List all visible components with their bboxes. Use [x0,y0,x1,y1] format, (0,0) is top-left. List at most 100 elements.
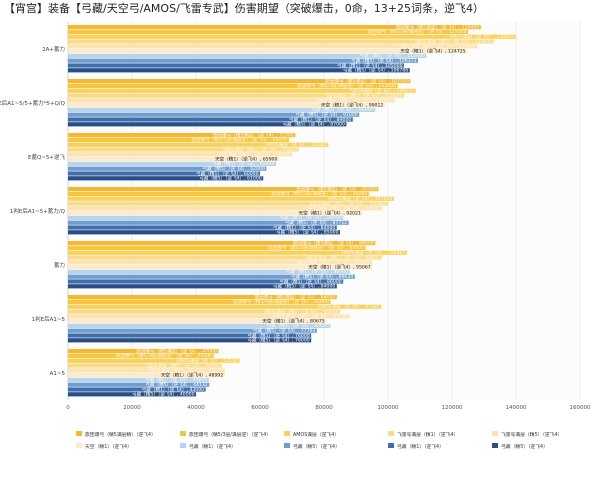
data-label: AMOS满层（逆飞4）, 108620 [349,87,414,94]
bar [68,147,299,152]
data-label: AMOS满层（逆飞4）, 97882 [318,303,380,310]
bar [68,142,329,147]
data-label: 天空（精1）（逆飞4）, 65900 [215,155,278,162]
data-label: 旅团爆弓（精5/3层/满层逆）（逆飞4）, 69000 [191,136,287,143]
legend-swatch [284,431,290,436]
data-label: 旅团爆弓（精5满层）（逆飞4）, 107000 [325,77,409,84]
category-label: 1判E后A1~5+蓄力/Q [10,207,66,215]
data-label: 飞雷号满层（精5）（逆飞4）, 102000 [314,97,393,104]
data-label: 弓藏（精5）（逆飞4）, 87712 [285,219,348,226]
data-label: 飞雷号满层（精5）（逆飞4）, 95000 [294,259,370,266]
bar [68,377,209,382]
bar [68,309,340,314]
data-label: 弓藏（精1）（逆飞4）, 76000 [247,332,310,339]
bar [68,323,331,328]
data-label: 旅团爆弓（精5满层）（逆飞4）, 47000 [136,347,217,354]
legend-swatch [180,443,186,448]
data-label: 弓藏（精5）（逆飞4）, 109373 [351,57,416,64]
legend-entry: 天空（精1）（逆飞4） [85,443,132,450]
data-label: 旅团爆弓（精5满层）（逆飞4）, 71000 [213,131,294,138]
bar [68,299,331,304]
x-tick-label: 160000 [570,405,591,411]
data-label: 弓藏（精5）（逆飞4）, 44132 [145,381,208,388]
bar [68,137,289,142]
data-label: 飞雷号满层（精1）（逆飞4）, 100000 [307,200,386,207]
bar [68,157,279,162]
bar [68,284,337,289]
data-label: 弓藏（精5）（逆飞4）, 84000 [273,283,336,290]
bar [68,295,337,300]
x-tick-label: 120000 [442,405,463,411]
bar [68,225,337,230]
legend-entry: 弓藏（精1）（逆飞4） [397,443,444,450]
bar [68,279,344,284]
data-label: 飞雷号满层（精1）（逆飞4）, 98000 [304,254,380,261]
data-label: 飞雷号满层（精1）（逆飞4）, 133000 [413,38,492,45]
data-label: AMOS满层（逆飞4）, 105887 [341,249,406,256]
data-label: 弓藏（精1）（逆飞4）, 89000 [289,116,352,123]
category-labels-layer: 2A+蓄力 10判E后A1~5/5+蓄力*5+Q/Q E蓄Q~5+逆飞 1判E后A1~… [0,45,66,377]
bar [68,166,267,171]
legend-swatch [492,443,498,448]
data-label: 弓藏（精5）（逆飞4）, 85000 [276,229,339,236]
data-label: 飞雷号满层（精5）（逆飞4）, 128000 [397,43,476,50]
data-label: 弓藏（精1）（逆飞4）, 60000 [196,170,259,177]
data-label: 飞雷号满层（精5）（逆飞4）, 70000 [214,151,290,158]
data-label: 飞雷号满层（精1）（逆飞4）, 85000 [262,308,338,315]
category-label: A1~5 [50,371,66,377]
bar [68,368,225,373]
legend-entry: 弓藏（精5）（逆飞4） [501,443,548,450]
data-label: 弓藏（精5）（逆飞4）, 62000 [202,165,265,172]
data-label: 弓藏（精1）（逆飞4）, 86000 [279,278,342,285]
bar [68,215,344,220]
bar [68,34,516,39]
x-tick-label: 80000 [315,405,333,411]
bar [68,314,350,319]
data-label: 弓藏（精1）（逆飞4）, 82000 [266,322,329,329]
bar [68,44,478,49]
data-label: AMOS满层（逆飞4）, 53556 [176,357,238,364]
legend: 旅团爆弓（精5满层精）（逆飞4） 旅团爆弓（精5/3层/满层逆）（逆飞4） AMOS… [76,431,562,450]
bar [68,88,416,93]
bar [68,333,312,338]
data-label: 弓藏（精5）（逆飞4）, 91000 [295,111,358,118]
legend-swatch [492,431,498,436]
bar [68,176,264,181]
data-label: 弓藏（精1）（逆飞4）, 44000 [145,376,208,383]
data-label: 弓藏（精1）（逆飞4）, 43000 [142,386,205,393]
data-label: 飞雷号满层（精5）（逆飞4）, 88000 [272,313,348,320]
bar [68,241,376,246]
data-label: 旅团爆弓（精5/3层/满层逆）（逆飞4）, 45500 [116,352,212,359]
bar [68,191,369,196]
bar [68,49,468,54]
data-label: 弓藏（精5）（逆飞4）, 89634 [291,273,354,280]
bar [68,211,363,216]
data-label: AMOS满层（逆飞4）, 139878 [450,33,515,40]
bar [68,382,210,387]
bar [68,363,222,368]
data-label: 飞雷号满层（精1）（逆飞4）, 72000 [221,146,297,153]
data-label: 弓藏（精1）（逆飞4）, 86000 [279,214,342,221]
data-label: 天空（精1）（逆飞4）, 80675 [262,317,325,324]
x-tick-label: 60000 [251,405,269,411]
bar [68,83,398,88]
bar [68,349,219,354]
data-label: 弓藏（精5）（逆飞4）, 87000 [282,121,345,128]
bar [68,269,350,274]
data-label: 飞雷号满层（精5）（逆飞4）, 98000 [304,205,380,212]
data-label: 弓藏（精1）（逆飞4）, 88000 [286,268,349,275]
data-label: AMOS满层（逆飞4）, 81342 [265,141,327,148]
data-label: 弓藏（精5）（逆飞4）, 76000 [247,337,310,344]
legend-entry: 弓藏（精5）（逆飞4） [293,443,340,450]
bar [68,53,427,58]
bar [68,353,214,358]
bar [68,392,196,397]
data-label: 飞雷号满层（精1）（逆飞4）, 48000 [144,362,220,369]
data-label: 天空（精1）（逆飞4）, 48992 [161,371,224,378]
bar [68,201,388,206]
legend-entry: 旅团爆弓（精5/3层/满层逆）（逆飞4） [189,431,271,438]
bar [68,328,317,333]
bar [68,107,376,112]
data-label: 弓藏（精1）（逆飞4）, 112000 [360,52,425,59]
data-label: 天空（精1）（逆飞4）, 99012 [321,101,384,108]
